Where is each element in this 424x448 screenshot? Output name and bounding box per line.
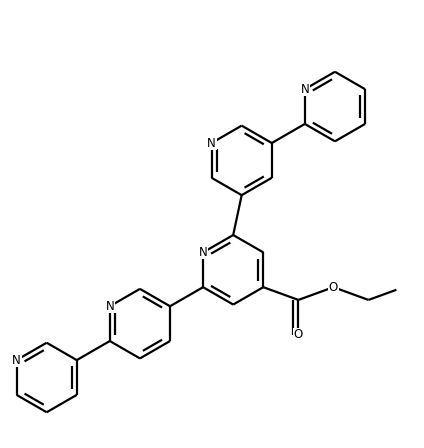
Text: O: O bbox=[294, 328, 303, 341]
Text: N: N bbox=[301, 83, 309, 96]
Text: O: O bbox=[329, 281, 338, 294]
Text: N: N bbox=[106, 300, 114, 313]
Text: N: N bbox=[207, 137, 216, 150]
Text: N: N bbox=[12, 353, 21, 366]
Text: N: N bbox=[199, 246, 207, 259]
